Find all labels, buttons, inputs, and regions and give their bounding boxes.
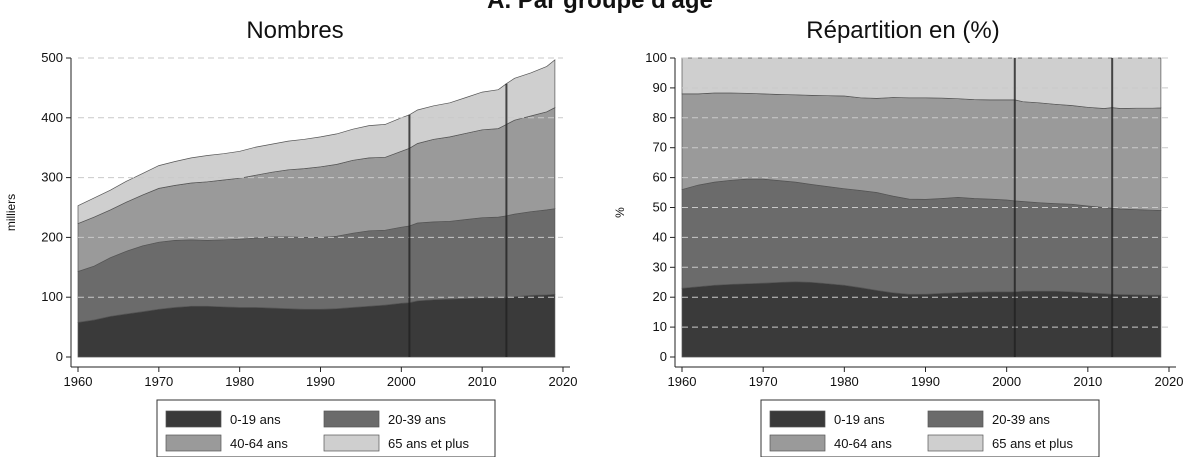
y-tick-label: 60 (653, 170, 667, 185)
legend-swatch (323, 410, 380, 428)
legend: 0-19 ans 20-39 ans 40-64 ans 65 ans et plus (760, 399, 1100, 457)
y-tick-label: 50 (653, 200, 667, 215)
legend-swatch (165, 410, 222, 428)
legend-label: 40-64 ans (834, 436, 892, 451)
area-series-4 (681, 57, 1162, 109)
y-tick-label: 400 (41, 110, 63, 125)
y-tick-label: 300 (41, 170, 63, 185)
x-tick-label: 1970 (144, 374, 173, 389)
y-axis-title: % (613, 207, 627, 218)
y-tick-label: 10 (653, 319, 667, 334)
y-tick-label: 500 (41, 50, 63, 65)
y-tick-label: 30 (653, 259, 667, 274)
y-tick-label: 100 (41, 289, 63, 304)
x-tick-label: 1970 (749, 374, 778, 389)
y-tick-label: 70 (653, 140, 667, 155)
x-tick-label: 1990 (911, 374, 940, 389)
x-tick-label: 1990 (306, 374, 335, 389)
x-tick-label: 1960 (64, 374, 93, 389)
x-tick-label: 2020 (1155, 374, 1184, 389)
legend-label: 65 ans et plus (992, 436, 1073, 451)
x-tick-label: 1980 (225, 374, 254, 389)
x-tick-label: 2010 (1073, 374, 1102, 389)
x-tick-label: 2000 (992, 374, 1021, 389)
x-tick-label: 2010 (468, 374, 497, 389)
y-tick-label: 20 (653, 289, 667, 304)
legend-label: 65 ans et plus (388, 436, 469, 451)
legend-label: 40-64 ans (230, 436, 288, 451)
y-tick-label: 0 (660, 349, 667, 364)
legend-swatch (769, 410, 826, 428)
chart-panel-1: Nombres 0 100 200 300 400 500 1960 1970 1980 1990 2… (4, 17, 577, 457)
legend-swatch (769, 434, 826, 452)
figure-title: A. Par groupe d'âge (487, 0, 713, 14)
chart-panel-2: Répartition en (%) 0 10 20 30 40 50 60 70 80 90 100… (613, 17, 1183, 457)
panel-title: Répartition en (%) (806, 17, 999, 44)
y-tick-label: 90 (653, 80, 667, 95)
legend-label: 20-39 ans (388, 412, 446, 427)
legend: 0-19 ans 20-39 ans 40-64 ans 65 ans et plus (156, 399, 496, 457)
legend-swatch (323, 434, 380, 452)
x-tick-label: 2000 (387, 374, 416, 389)
panel-title: Nombres (246, 17, 343, 44)
y-axis-title: milliers (4, 194, 18, 231)
legend-label: 0-19 ans (230, 412, 281, 427)
legend-swatch (927, 434, 984, 452)
legend-swatch (165, 434, 222, 452)
y-tick-label: 100 (645, 50, 667, 65)
legend-swatch (927, 410, 984, 428)
y-tick-label: 40 (653, 229, 667, 244)
legend-label: 0-19 ans (834, 412, 885, 427)
x-tick-label: 1980 (830, 374, 859, 389)
y-tick-label: 200 (41, 229, 63, 244)
x-tick-label: 2020 (549, 374, 578, 389)
y-tick-label: 80 (653, 110, 667, 125)
y-tick-label: 0 (56, 349, 63, 364)
x-tick-label: 1960 (668, 374, 697, 389)
legend-label: 20-39 ans (992, 412, 1050, 427)
area-series-4 (77, 59, 556, 225)
